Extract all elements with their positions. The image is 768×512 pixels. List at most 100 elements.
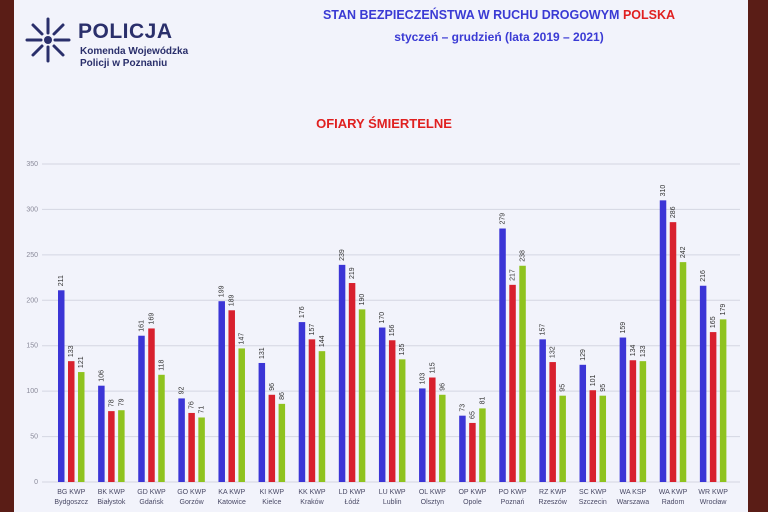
category-label: PO KWP (499, 489, 527, 496)
data-label: 115 (429, 362, 436, 373)
bar (358, 309, 366, 482)
data-label: 135 (399, 344, 406, 356)
data-label: 121 (78, 356, 85, 368)
category-label: LD KWP (339, 489, 366, 496)
y-tick-label: 200 (26, 297, 38, 304)
category-label: OP KWP (458, 489, 486, 496)
y-tick-label: 0 (34, 479, 38, 486)
bar (228, 310, 235, 482)
data-label: 118 (158, 360, 165, 371)
data-label: 189 (229, 294, 236, 306)
data-label: 95 (560, 384, 567, 392)
bar (278, 403, 286, 482)
bar (519, 265, 526, 482)
category-label: WA KSP (620, 489, 647, 496)
category-label: OL KWP (419, 489, 446, 496)
bar (639, 361, 647, 482)
data-label: 81 (479, 397, 486, 405)
bar (68, 361, 75, 482)
category-city-label: Lublin (383, 499, 402, 506)
category-label: KK KWP (298, 489, 326, 496)
data-label: 165 (710, 316, 717, 328)
y-tick-label: 300 (26, 206, 38, 213)
data-label: 161 (138, 320, 145, 332)
bar (238, 348, 245, 482)
category-label: SC KWP (579, 489, 607, 496)
data-label: 103 (419, 373, 426, 385)
data-label: 157 (540, 324, 547, 336)
bar (429, 377, 436, 482)
chart-title: OFIARY ŚMIERTELNE (316, 116, 452, 131)
bar (188, 412, 195, 482)
data-label: 159 (620, 322, 627, 334)
data-label: 157 (309, 324, 316, 336)
bar (338, 264, 346, 482)
data-label: 242 (680, 246, 687, 258)
category-city-label: Białystok (97, 499, 126, 506)
presentation-slide: POLICJA Komenda Wojewódzka Policji w Poz… (14, 0, 748, 512)
category-city-label: Rzeszów (538, 499, 567, 506)
police-logo: POLICJA Komenda Wojewódzka Policji w Poz… (24, 10, 194, 69)
category-city-label: Gorzów (180, 499, 205, 506)
category-city-label: Wrocław (700, 499, 728, 506)
bar (459, 415, 466, 482)
category-label: KI KWP (260, 489, 285, 496)
bar (479, 408, 486, 482)
category-city-label: Opole (463, 499, 482, 506)
data-label: 147 (239, 333, 246, 345)
category-city-label: Radom (662, 499, 685, 506)
bar (218, 301, 225, 482)
category-label: WA KWP (659, 489, 688, 496)
data-label: 133 (640, 345, 647, 357)
category-label: GO KWP (177, 489, 206, 496)
data-label: 96 (439, 383, 446, 391)
bar (499, 228, 506, 482)
data-label: 190 (359, 294, 366, 306)
data-label: 170 (379, 312, 386, 324)
bar (258, 362, 266, 482)
data-label: 199 (219, 285, 226, 297)
bar (108, 411, 115, 482)
data-label: 219 (349, 267, 356, 279)
bar (579, 364, 587, 482)
category-city-label: Kielce (262, 499, 281, 506)
data-label: 129 (580, 349, 587, 361)
bar (268, 394, 276, 482)
slide-title-main: STAN BEZPIECZEŃSTWA W RUCHU DROGOWYM (322, 8, 620, 22)
bar (539, 339, 546, 482)
bar (178, 398, 185, 482)
bar (709, 332, 717, 482)
category-label: KA KWP (218, 489, 245, 496)
category-city-label: Gdańsk (139, 499, 164, 506)
bar (148, 328, 155, 482)
bar (378, 327, 386, 482)
data-label: 78 (108, 399, 115, 407)
bar (118, 410, 125, 482)
bar (58, 290, 65, 482)
category-label: BK KWP (98, 489, 126, 496)
data-label: 65 (469, 411, 476, 419)
data-label: 239 (339, 249, 346, 261)
bar (659, 200, 667, 483)
slide-title: STAN BEZPIECZEŃSTWA W RUCHU DROGOWYM POL… (264, 8, 734, 22)
data-label: 95 (600, 384, 607, 392)
data-label: 279 (500, 213, 507, 225)
category-label: LU KWP (379, 489, 406, 496)
category-label: BG KWP (57, 489, 85, 496)
category-city-label: Olsztyn (421, 499, 444, 506)
org-line2: Policji w Poznaniu (80, 58, 168, 69)
data-label: 156 (389, 324, 396, 336)
data-label: 79 (118, 398, 125, 406)
category-city-label: Kraków (300, 499, 324, 506)
bar (78, 372, 85, 482)
data-label: 131 (259, 347, 266, 359)
data-label: 169 (148, 313, 155, 325)
bar (719, 319, 727, 482)
category-label: GD KWP (137, 489, 166, 496)
org-line1: Komenda Wojewódzka (80, 46, 189, 57)
bar (398, 359, 406, 482)
bar (138, 335, 145, 482)
y-tick-label: 250 (26, 252, 38, 259)
data-label: 96 (269, 383, 276, 391)
